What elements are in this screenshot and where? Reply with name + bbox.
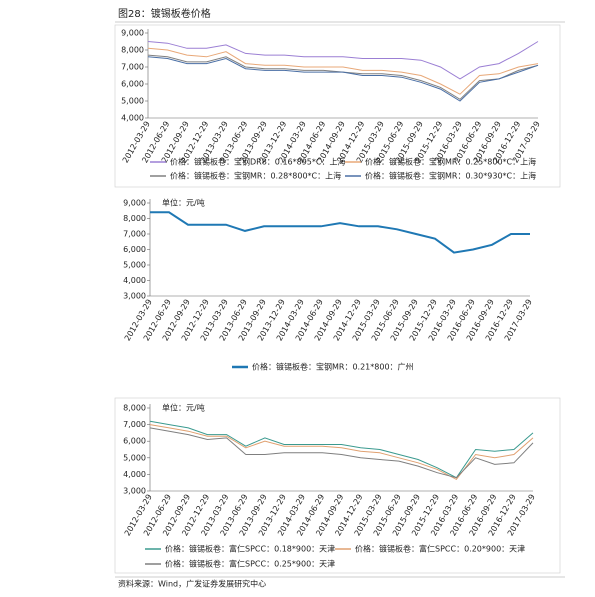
y-tick-label: 8,000	[123, 214, 146, 223]
series-line	[147, 47, 539, 95]
y-tick-label: 5,000	[121, 97, 144, 106]
y-tick-label: 9,000	[123, 199, 146, 208]
y-tick-label: 8,000	[121, 46, 144, 55]
y-tick-label: 5,000	[123, 261, 146, 270]
series-line	[150, 211, 530, 254]
legend-label: 价格：镀锡板卷：宝钢MR：0.25*800*C：上海	[365, 157, 536, 167]
series-line	[149, 420, 534, 479]
y-tick-label: 6,000	[123, 437, 146, 446]
series-line	[147, 41, 539, 80]
legend-label: 价格：镀锡板卷：富仁SPCC：0.25*900：天津	[165, 559, 335, 569]
y-tick-label: 3,000	[123, 487, 146, 496]
unit-label: 单位：元/吨	[162, 198, 205, 208]
y-tick-label: 5,000	[123, 453, 146, 462]
y-tick-label: 9,000	[121, 29, 144, 38]
y-tick-label: 4,000	[123, 276, 146, 285]
series-line	[149, 424, 534, 481]
unit-label: 单位：元/吨	[162, 403, 205, 413]
figure-title: 图28：镀锡板卷价格	[118, 7, 211, 20]
y-tick-label: 4,000	[123, 470, 146, 479]
y-tick-label: 7,000	[123, 230, 146, 239]
y-tick-label: 6,000	[123, 245, 146, 254]
y-tick-label: 4,000	[121, 114, 144, 123]
source-note: 资料来源：Wind，广发证券发展研究中心	[118, 579, 266, 589]
y-tick-label: 7,000	[123, 420, 146, 429]
legend-label: 价格：镀锡板卷：富仁SPCC：0.20*900：天津	[355, 544, 525, 554]
series-line	[147, 54, 539, 100]
legend-label: 价格：镀锡板卷：宝钢DR8：0.16*895*C：上海	[170, 157, 345, 167]
chart-frame	[114, 24, 561, 188]
y-tick-label: 8,000	[123, 404, 146, 413]
y-tick-label: 3,000	[123, 292, 146, 301]
legend-label: 价格：镀锡板卷：富仁SPCC：0.18*900：天津	[165, 544, 335, 554]
legend-label: 价格：镀锡板卷：宝钢MR：0.28*800*C：上海	[170, 171, 341, 181]
y-tick-label: 6,000	[121, 80, 144, 89]
series-line	[149, 427, 534, 479]
legend-label: 价格：镀锡板卷：宝钢MR：0.30*930*C：上海	[365, 171, 536, 181]
legend-label: 价格：镀锡板卷：宝钢MR：0.21*800：广州	[252, 362, 414, 372]
series-line	[147, 56, 539, 102]
chart-frame	[114, 397, 561, 574]
y-tick-label: 7,000	[121, 63, 144, 72]
